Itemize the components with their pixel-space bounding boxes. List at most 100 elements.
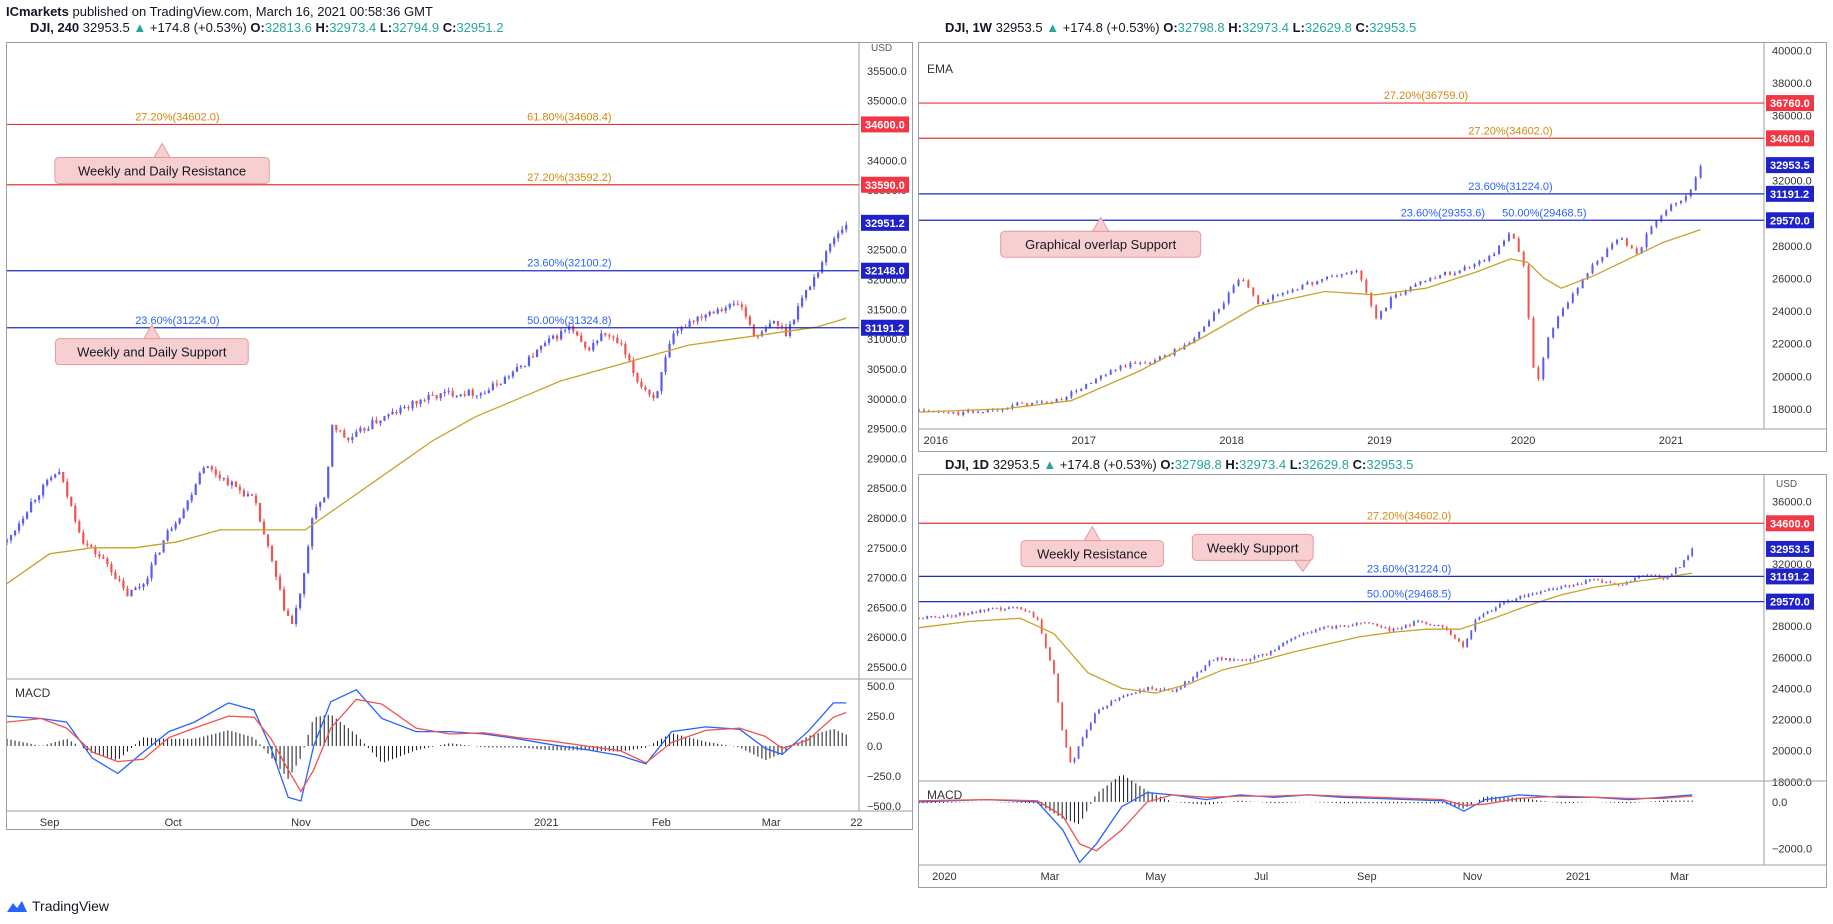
candle-body <box>1171 690 1174 692</box>
left-chart-svg[interactable]: USD35500.035000.034000.033500.032500.032… <box>5 43 912 829</box>
candle-body <box>620 343 623 345</box>
candle-body <box>748 316 751 325</box>
candle-body <box>1576 583 1579 586</box>
candle-body <box>837 232 840 239</box>
tr-chart-svg[interactable]: EMA 40000.0 38000.0 36000.0 32000.0 28000.0 26… <box>918 43 1826 451</box>
candle-body <box>415 400 418 405</box>
candle-body <box>319 502 322 507</box>
candle-body <box>1589 579 1591 581</box>
candle-body <box>1126 694 1129 697</box>
candle-body <box>1404 291 1407 295</box>
annotation-label: Weekly Support <box>1207 540 1299 555</box>
candle-body <box>411 400 414 409</box>
candle-body <box>1413 621 1415 626</box>
candle-body <box>483 393 486 395</box>
candle-body <box>62 472 65 482</box>
candle-body <box>624 344 627 355</box>
candle-body <box>327 466 330 498</box>
candle-body <box>1110 701 1113 706</box>
candle-body <box>1282 642 1284 647</box>
y-tick-label: 26000.0 <box>1772 273 1812 285</box>
candle-body <box>967 410 970 413</box>
candle-body <box>1217 308 1220 313</box>
candle-body <box>186 500 189 510</box>
x-tick-label: Jul <box>1254 871 1268 883</box>
candle-body <box>752 324 755 336</box>
candle-body <box>1104 374 1107 376</box>
candle-body <box>1012 607 1014 609</box>
y-tick-label: 24000.0 <box>1772 683 1812 695</box>
candle-body <box>1208 320 1211 327</box>
candle-body <box>1458 638 1460 642</box>
candle-body <box>299 593 302 609</box>
candle-body <box>54 474 57 478</box>
candle-body <box>431 394 434 396</box>
candle-body <box>1134 692 1137 694</box>
br-chart-svg[interactable]: USD 36000.0 32000.0 28000.0 26000.0 24000.0 22… <box>918 475 1826 887</box>
candle-body <box>1249 658 1252 661</box>
x-tick-label: Mar <box>1670 871 1689 883</box>
candle-body <box>170 528 173 531</box>
candle-body <box>1278 646 1280 650</box>
tr-chart-panel[interactable]: EMA 40000.0 38000.0 36000.0 32000.0 28000.0 26… <box>918 42 1827 452</box>
candle-body <box>246 494 250 497</box>
candle-body <box>1544 590 1546 592</box>
y-tick-label: 20000.0 <box>1772 746 1812 758</box>
candle-body <box>1584 580 1587 584</box>
x-tick-label: 2021 <box>534 817 558 829</box>
tr-symbol: DJI, 1W <box>945 20 992 35</box>
y-tick-label: 18000.0 <box>1772 777 1812 789</box>
br-last: 32953.5 <box>992 457 1040 472</box>
candle-body <box>963 612 965 616</box>
br-chart-panel[interactable]: USD 36000.0 32000.0 28000.0 26000.0 24000.0 22… <box>918 474 1827 888</box>
candle-body <box>1114 700 1117 702</box>
candle-body <box>971 611 974 615</box>
candle-body <box>1515 598 1518 602</box>
candle-body <box>126 588 129 597</box>
price-badge <box>1766 95 1814 112</box>
candle-body <box>383 416 386 421</box>
candle-body <box>1149 362 1152 364</box>
candle-body <box>1566 302 1569 309</box>
x-tick-label: 2021 <box>1566 871 1590 883</box>
candle-body <box>1237 280 1240 286</box>
candle-body <box>812 277 816 287</box>
candle-body <box>1621 584 1624 586</box>
candle-body <box>1119 365 1122 370</box>
candle-body <box>1606 248 1609 257</box>
left-chart-panel[interactable]: USD35500.035000.034000.033500.032500.032… <box>5 42 913 830</box>
fib-label: 23.60%(31224.0) <box>135 315 219 327</box>
candle-body <box>1122 696 1125 698</box>
candle-body <box>274 561 278 577</box>
candle-body <box>226 478 229 486</box>
tradingview-footer[interactable]: TradingView <box>6 898 109 914</box>
left-symbol-line: DJI, 240 32953.5 ▲ +174.8 (+0.53%) O:328… <box>30 20 504 35</box>
candle-body <box>1204 665 1207 671</box>
y-tick-label: 20000.0 <box>1772 371 1812 383</box>
candle-body <box>1488 255 1491 261</box>
candle-body <box>1409 625 1411 627</box>
candle-body <box>1257 295 1260 304</box>
candle-body <box>359 428 362 432</box>
candle-body <box>523 365 527 367</box>
candle-body <box>439 393 442 399</box>
candle-body <box>535 349 539 358</box>
left-symbol: DJI, 240 <box>30 20 80 35</box>
candle-body <box>1586 273 1589 279</box>
candle-body <box>102 556 105 559</box>
tr-change: +174.8 (+0.53%) <box>1062 20 1160 35</box>
candle-body <box>926 616 929 619</box>
candle-body <box>986 409 989 412</box>
candle-body <box>158 552 161 555</box>
candle-body <box>1147 686 1149 691</box>
candle-body <box>222 478 225 480</box>
last-price-label: 32953.5 <box>1770 160 1810 172</box>
br-high: 32973.4 <box>1239 457 1287 472</box>
candle-body <box>1321 279 1324 282</box>
candle-body <box>1556 588 1559 590</box>
y-tick-label: 28000.0 <box>867 513 907 525</box>
br-change: +174.8 (+0.53%) <box>1059 457 1157 472</box>
candle-body <box>1242 280 1245 282</box>
x-tick-label: Mar <box>1040 871 1059 883</box>
candle-body <box>1568 585 1571 587</box>
